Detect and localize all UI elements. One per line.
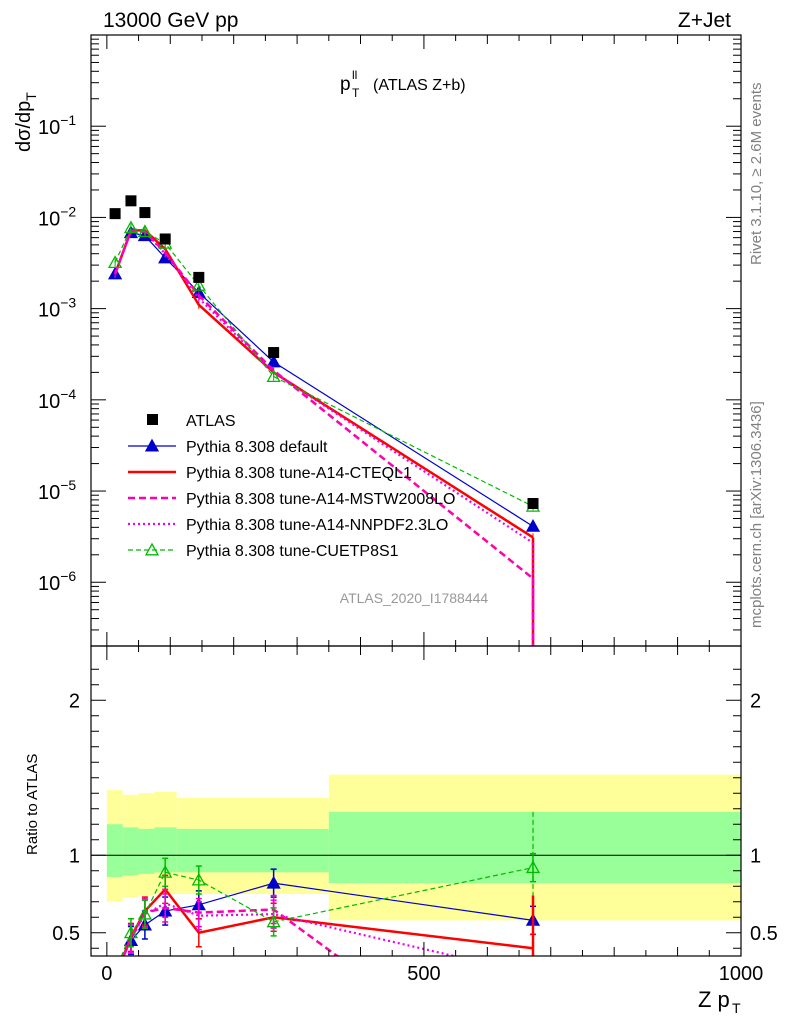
data-point — [109, 208, 121, 220]
header-right: Z+Jet — [678, 9, 731, 32]
svg-text:T: T — [732, 1000, 741, 1016]
ratio-plot-area — [91, 774, 741, 956]
main-point — [525, 519, 541, 532]
main-plot-area — [107, 195, 541, 646]
ratio-point — [123, 925, 139, 939]
x-tick-label: 1000 — [719, 963, 764, 985]
title-sup: ll — [352, 68, 357, 82]
legend-label: Pythia 8.308 tune-A14-NNPDF2.3LO — [186, 517, 448, 534]
rivet-version-label: Rivet 3.1.10, ≥ 2.6M events — [748, 83, 765, 266]
svg-text:Z p: Z p — [698, 987, 730, 1012]
ratio-y-axis-label: Ratio to ATLAS — [24, 754, 41, 855]
x-tick-label: 0 — [101, 963, 112, 985]
ratio-band-inner — [106, 824, 123, 877]
ratio-point — [266, 914, 281, 928]
legend-label: Pythia 8.308 tune-A14-CTEQL1 — [186, 465, 412, 482]
legend-label: Pythia 8.308 default — [186, 439, 328, 456]
main-point — [191, 278, 206, 291]
main-y-axis-label: dσ/dpT — [13, 92, 39, 152]
ratio-band-inner — [122, 827, 139, 876]
ratio-frame — [90, 645, 742, 957]
ratio-y-tick-label: 2 — [69, 690, 80, 712]
ratio-band-inner — [176, 828, 221, 873]
svg-text:dσ/dpT: dσ/dpT — [13, 92, 39, 152]
x-axis-label: Z p T — [698, 987, 741, 1016]
ratio-point — [158, 864, 173, 878]
main-series-line — [114, 231, 534, 527]
header-left: 13000 GeV pp — [103, 9, 238, 32]
legend-label: Pythia 8.308 tune-A14-MSTW2008LO — [186, 491, 455, 508]
ratio-band-inner — [154, 827, 177, 873]
main-point — [107, 255, 123, 269]
main-point — [266, 369, 281, 382]
ratio-band-inner — [328, 811, 741, 884]
data-point — [527, 498, 539, 510]
plot-title: p ll T (ATLAS Z+b) — [340, 68, 466, 100]
ratio-band-inner — [138, 828, 155, 874]
analysis-watermark: ATLAS_2020_I1788444 — [340, 590, 489, 606]
ratio-y-tick-label: 1 — [69, 845, 80, 867]
ratio-y-tick-label-right: 2 — [750, 690, 761, 712]
data-point — [139, 207, 151, 219]
ratio-y-tick-label-right: 0.5 — [750, 923, 778, 945]
axes-frame: 0 500 1000 10−1 10−2 10−3 10−4 10−5 10−6 0.5 0.5 1 1… — [38, 34, 778, 985]
mcplots-credit-label: mcplots.cern.ch [arXiv:1306.3436] — [748, 401, 765, 628]
y-tick-label: 10−4 — [38, 386, 76, 413]
data-point — [159, 233, 171, 245]
title-sub: T — [352, 86, 360, 100]
y-tick-label: 10−6 — [38, 568, 76, 595]
y-tick-label: 10−2 — [38, 203, 76, 230]
y-tick-label: 10−5 — [38, 477, 76, 504]
ratio-point — [191, 872, 206, 886]
ratio-y-tick-label: 0.5 — [52, 923, 80, 945]
main-point — [137, 224, 153, 237]
y-tick-label: 10−1 — [38, 112, 76, 139]
ratio-point — [137, 906, 153, 920]
data-point — [268, 347, 280, 359]
legend-label: Pythia 8.308 tune-CUETP8S1 — [186, 543, 399, 560]
legend: ATLAS Pythia 8.308 default Pythia 8.308 tu… — [128, 413, 455, 560]
main-point — [123, 220, 139, 234]
title-main: p — [340, 74, 351, 95]
y-tick-label: 10−3 — [38, 295, 76, 322]
ratio-band-inner — [221, 828, 329, 873]
legend-marker — [144, 542, 160, 556]
data-point — [193, 271, 205, 283]
legend-data-marker — [147, 414, 158, 425]
x-tick-label: 500 — [407, 963, 440, 985]
svg-text:p: p — [340, 74, 351, 95]
ratio-y-tick-label-right: 1 — [750, 845, 761, 867]
data-point — [125, 195, 137, 207]
title-rest: (ATLAS Z+b) — [373, 77, 466, 94]
legend-marker — [144, 438, 160, 452]
ratio-point — [266, 875, 281, 889]
legend-label: ATLAS — [186, 413, 236, 430]
